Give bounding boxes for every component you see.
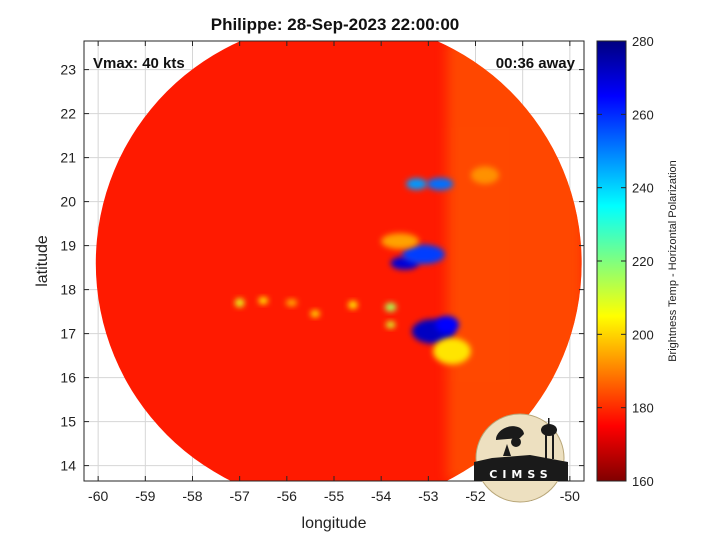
y-tick-label: 17 xyxy=(60,326,76,342)
colorbar: 160 180 200 220 240 260 280 Brightness Temp - … xyxy=(596,34,679,489)
convection-feature xyxy=(385,321,396,329)
x-tick-label: -57 xyxy=(230,488,250,504)
x-tick-label: -60 xyxy=(88,488,108,504)
x-tick-label: -53 xyxy=(418,488,438,504)
vmax-label: Vmax: 40 kts xyxy=(93,55,185,72)
time-offset-label: 00:36 away xyxy=(496,55,576,72)
y-axis-label: latitude xyxy=(34,235,51,287)
y-tick-label: 14 xyxy=(60,458,76,474)
convection-feature xyxy=(234,298,245,308)
y-tick-label: 22 xyxy=(60,106,76,122)
convection-feature xyxy=(310,310,320,318)
colorbar-label: Brightness Temp - Horizontal Polarizatio… xyxy=(667,160,679,362)
y-tick-label: 18 xyxy=(60,282,76,298)
y-tick-label: 23 xyxy=(60,62,76,78)
colorbar-tick-label: 160 xyxy=(632,474,654,489)
convection-feature xyxy=(402,244,445,265)
convection-feature xyxy=(258,297,268,305)
brightness-swath xyxy=(95,41,582,481)
cimss-logo: CIMSS xyxy=(474,413,568,503)
x-tick-label: -58 xyxy=(182,488,202,504)
y-tick-label: 16 xyxy=(60,370,76,386)
convection-feature xyxy=(435,316,459,334)
logo-text: CIMSS xyxy=(489,468,552,481)
colorbar-tick-label: 240 xyxy=(632,181,654,196)
colorbar-tick-label: 260 xyxy=(632,107,654,122)
convection-feature xyxy=(348,301,358,309)
convection-feature xyxy=(381,233,419,250)
convection-feature xyxy=(470,166,500,184)
y-tick-label: 21 xyxy=(60,150,76,166)
convection-feature xyxy=(406,178,427,190)
x-tick-label: -54 xyxy=(371,488,391,504)
colorbar-tick-label: 280 xyxy=(632,34,654,49)
convection-feature xyxy=(433,338,471,365)
map-axes: -60-59-58-57-56-55-54-53-52-51-50 141516… xyxy=(60,40,585,504)
logo-building xyxy=(474,455,568,481)
x-tick-label: -52 xyxy=(465,488,485,504)
logo-satellite-dish xyxy=(495,426,524,456)
chart-title: Philippe: 28-Sep-2023 22:00:00 xyxy=(211,15,460,34)
convection-feature xyxy=(384,302,397,312)
logo-dish-small xyxy=(511,437,521,447)
colorbar-ticks: 160 180 200 220 240 260 280 xyxy=(597,34,654,489)
y-tick-label: 19 xyxy=(60,238,76,254)
x-axis-label: longitude xyxy=(302,515,367,532)
colorbar-tick-label: 220 xyxy=(632,254,654,269)
convection-feature xyxy=(426,177,454,191)
y-ticks: 14 15 16 17 18 19 20 21 22 23 xyxy=(60,62,584,474)
colorbar-tick-label: 180 xyxy=(632,401,654,416)
x-tick-label: -56 xyxy=(277,488,297,504)
convection-feature xyxy=(285,299,298,307)
x-tick-label: -55 xyxy=(324,488,344,504)
y-tick-label: 20 xyxy=(60,194,76,210)
colorbar-tick-label: 200 xyxy=(632,327,654,342)
x-tick-label: -59 xyxy=(135,488,155,504)
y-tick-label: 15 xyxy=(60,414,76,430)
x-tick-label: -50 xyxy=(560,488,580,504)
logo-water-tower xyxy=(541,418,557,459)
